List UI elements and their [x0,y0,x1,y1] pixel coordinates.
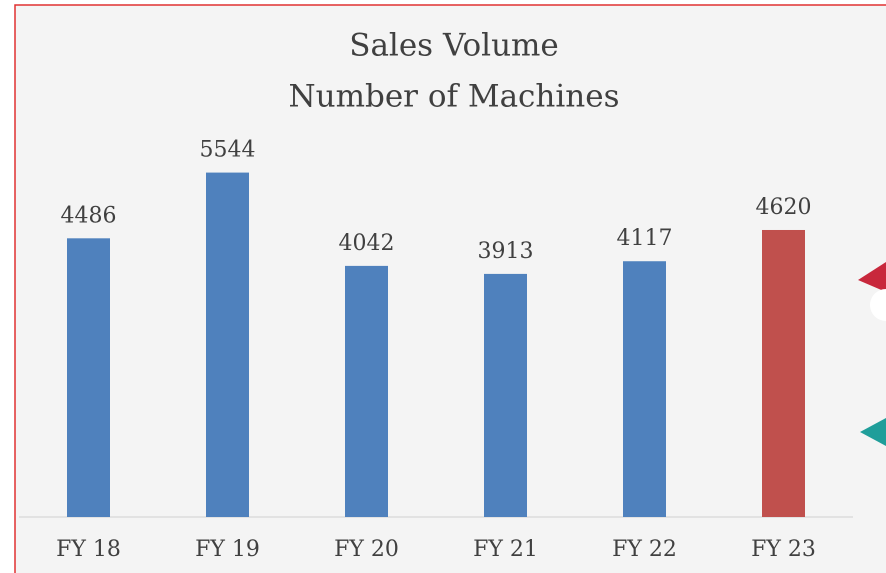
data-label: 5544 [200,138,256,163]
data-label: 4117 [617,226,673,251]
bar [762,229,805,518]
x-tick-label: FY 21 [473,537,538,562]
x-tick-label: FY 22 [612,537,677,562]
bar [623,261,666,517]
x-tick-label: FY 18 [56,537,121,562]
decoration [860,418,886,446]
chart-title: Sales Volume [349,28,559,64]
bar [484,273,527,517]
data-label: 4486 [61,203,117,228]
data-label: 3913 [478,239,534,264]
x-tick-label: FY 19 [195,537,260,562]
chart-title: Number of Machines [288,79,619,115]
data-label: 4620 [756,195,812,220]
decoration [858,262,886,292]
bar [206,172,249,518]
data-label: 4042 [339,231,395,256]
decoration [870,289,886,321]
chart-frame [14,4,886,573]
bar [345,265,388,517]
x-tick-label: FY 20 [334,537,399,562]
bar [67,238,110,517]
x-tick-label: FY 23 [751,537,816,562]
